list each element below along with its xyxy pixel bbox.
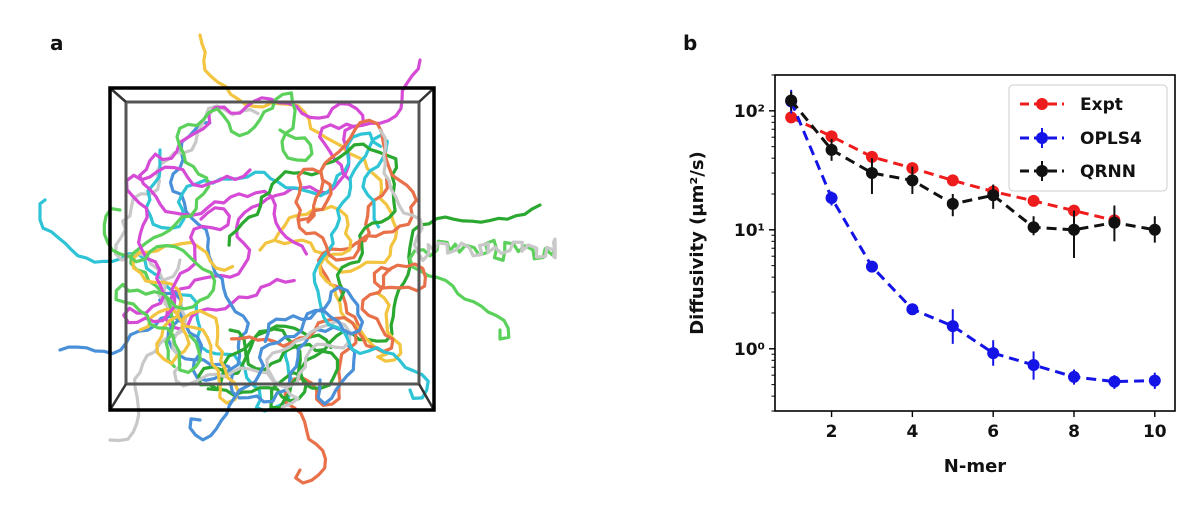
data-point-qrnn (987, 189, 1000, 202)
y-axis-label: Diffusivity (μm²/s) (687, 151, 708, 335)
data-point-opls4 (1027, 359, 1040, 372)
panel-b-label: b (683, 31, 697, 55)
simulation-box (108, 86, 436, 412)
polymer-chain (129, 91, 314, 369)
series-line-qrnn (790, 99, 1156, 232)
panel-a-label: a (50, 31, 64, 55)
data-point-opls4 (906, 303, 919, 316)
legend-marker-qrnn (1036, 165, 1048, 177)
data-point-opls4 (1108, 375, 1121, 388)
plot-frame (774, 74, 1176, 412)
polymer-chain (122, 165, 252, 325)
polymer-chain (188, 285, 365, 442)
data-point-qrnn (906, 174, 919, 187)
polymer-chain (258, 204, 403, 363)
legend-marker-opls4 (1036, 132, 1048, 144)
legend-entry-opls4: OPLS4 (1020, 128, 1142, 149)
legend-marker-expt (1036, 98, 1048, 110)
y-tick-label: 10¹ (734, 221, 765, 241)
molecular-snapshot (38, 33, 557, 485)
data-point-qrnn (865, 167, 878, 180)
box-edge (109, 87, 127, 103)
polymer-chain (138, 96, 366, 256)
x-tick-label: 4 (906, 422, 918, 442)
data-point-opls4 (865, 260, 878, 273)
data-point-expt (785, 111, 798, 124)
polymer-chain (230, 262, 427, 354)
series-line-opls4 (789, 100, 1155, 384)
series-qrnn (785, 91, 1161, 258)
data-point-qrnn (1067, 223, 1080, 236)
x-axis-label: N-mer (944, 456, 1006, 477)
data-point-qrnn (1148, 223, 1161, 236)
ticks-layer: 2 4 6 8 10 10⁰ 10¹ 10² (734, 74, 1167, 442)
data-point-qrnn (1027, 221, 1040, 234)
x-tick-label: 6 (987, 422, 999, 442)
data-point-opls4 (1067, 370, 1080, 383)
data-point-qrnn (785, 94, 798, 107)
data-point-expt (865, 150, 878, 163)
polymer-chain (283, 177, 389, 485)
box-back-face (124, 100, 421, 386)
box-front-face (108, 86, 436, 412)
data-point-qrnn (1108, 216, 1121, 229)
polymer-chain (378, 128, 557, 263)
polymer-chain (158, 291, 357, 406)
series-layer (785, 89, 1161, 389)
box-edge (417, 383, 436, 411)
legend-entry-qrnn: QRNN (1020, 161, 1136, 182)
box-edge (108, 383, 128, 411)
legend-label-qrnn: QRNN (1080, 162, 1136, 182)
data-point-qrnn (825, 143, 838, 156)
y-tick-label: 10⁰ (734, 340, 765, 360)
y-tick-label: 10² (734, 102, 765, 122)
x-tick-label: 2 (826, 422, 838, 442)
legend-label-expt: Expt (1080, 95, 1123, 115)
data-point-opls4 (825, 192, 838, 205)
legend-entry-expt: Expt (1020, 95, 1123, 115)
polymer-chain (294, 118, 418, 262)
diffusivity-chart: 2 4 6 8 10 10⁰ 10¹ 10² N-mer Diffusivity (μm²/s… (687, 74, 1176, 477)
data-point-qrnn (946, 197, 959, 210)
legend-box (1008, 84, 1168, 192)
polymer-chain (102, 207, 217, 374)
x-tick-label: 10 (1143, 422, 1167, 442)
data-point-opls4 (1148, 374, 1161, 387)
data-point-expt (825, 130, 838, 143)
data-point-opls4 (946, 320, 959, 333)
data-point-expt (946, 174, 959, 187)
x-tick-label: 8 (1068, 422, 1080, 442)
legend: Expt OPLS4 QRNN (1008, 84, 1168, 192)
polymer-chain (227, 142, 399, 302)
legend-label-opls4: OPLS4 (1080, 129, 1142, 149)
data-point-opls4 (987, 347, 1000, 360)
box-edge (418, 87, 435, 103)
data-point-expt (1027, 194, 1040, 207)
